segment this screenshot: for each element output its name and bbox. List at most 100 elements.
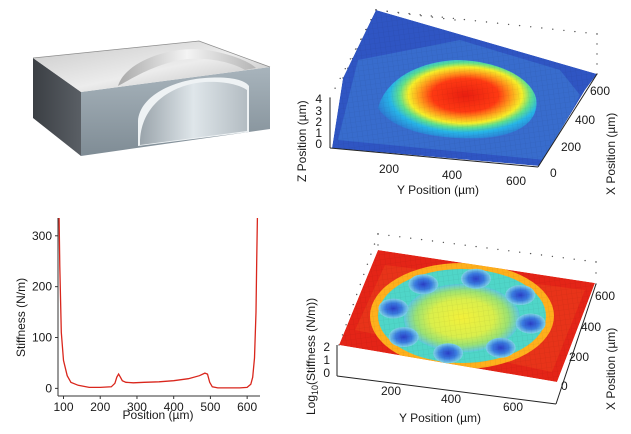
dome-surface-plot: 4 3 2 1 0 200 400 600 0 200 400 600 Y Po… [295,9,618,197]
stiffness-grid-dot [356,293,358,296]
stiffness-grid-dot [551,255,554,258]
line-x-tick-label: 400 [164,400,184,414]
stiffness-z-label-sub: 10 [310,385,320,395]
stiffness-grid-dot [431,240,434,242]
stiffness-grid-dot [370,253,372,255]
stiffness-grid-dot [363,273,365,276]
line-y-tick-label: 200 [32,280,52,294]
dome-grid-dot [541,27,543,29]
stiffness-surface-plot: 2 1 0 200 400 600 0 200 400 600 Y Positi… [304,233,618,425]
stiffness-grid-dot [348,314,351,316]
dome-y-axis-label: Y Position (µm) [397,183,479,197]
line-x-tick-label: 600 [237,400,257,414]
dome-grid-dot [496,22,499,24]
dome-grid-dot [334,87,336,89]
stiffness-grid-dot [573,258,575,260]
stiffness-z-tick: 2 [323,340,330,354]
stiffness-x-tick: 0 [561,379,568,393]
dome-grid-dot [518,24,521,27]
dome-grid-dot [344,68,346,70]
stiffness-x-tick: 400 [581,320,601,334]
dome-x-tick: 200 [561,140,581,154]
dome-grid-dot [485,21,488,23]
dome-grid-dot [574,30,576,33]
stiffness-x-axis [555,283,597,405]
stiffness-grid-dot [359,283,361,286]
arch-inner-surface [140,81,247,145]
stiffness-grid-dot [366,263,369,265]
stiffness-grid-dot [595,272,597,274]
line-y-tick-label: 100 [32,331,52,345]
dome-y-tick: 200 [379,162,399,176]
dome-grid-dot [354,48,357,50]
dome-y-tick: 600 [506,174,526,188]
dome-x-tick: 0 [550,166,557,180]
stiffness-grid-dot [410,237,412,239]
dome-grid-dot [474,20,477,22]
dome-grid-dot [452,17,455,20]
stiffness-grid-dot [562,257,564,259]
dome-grid-dot [419,14,421,16]
dome-grid-dot [596,43,598,45]
stiffness-y-axis-label: Y Position (µm) [399,411,481,425]
dome-grid-dot [409,13,411,15]
stiffness-y-axis [336,375,557,405]
dome-grid-dot [507,23,510,26]
stiffness-grid-dot [529,252,532,255]
dome-grid-dot [596,63,598,65]
line-x-axis-label: Position (µm) [123,408,194,422]
stiffness-z-tick: 0 [323,366,330,380]
dome-grid-dot [430,15,432,17]
stiffness-grid-dot [584,259,586,262]
dome-grid-dot [360,38,362,40]
line-x-tick-label: 300 [127,400,147,414]
dome-grid-dot [585,32,587,34]
stiffness-grid-dot [345,324,347,326]
stiffness-y-tick: 400 [441,392,461,406]
dome-x-tick: 600 [590,84,610,98]
dome-z-tick: 4 [315,92,322,106]
stiffness-z-tick: 1 [323,353,330,367]
stiffness-grid-dot [486,247,488,249]
stiffness-z-label-main: Log [304,395,318,415]
stiffness-series-line [58,217,259,389]
dome-z-axis-label: Z Position (µm) [295,100,309,182]
line-y-tick-label: 0 [45,381,52,395]
dome-z-tick: 2 [315,115,322,129]
schematic-block [32,40,271,156]
stiffness-grid-dot [420,238,423,241]
stiffness-grid-dot [453,243,455,245]
dome-grid-dot [463,18,466,21]
dome-x-axis [537,73,598,168]
stiffness-grid-dot [519,251,521,253]
block-left-face [33,58,81,156]
dome-grid-dot [563,29,565,32]
line-x-tick-label: 100 [53,400,73,414]
line-y-axis-label: Stiffness (N/m) [14,278,28,357]
stiffness-z-label-rest: (Stiffness (N/m)) [304,298,318,385]
dome-z-tick: 1 [315,126,322,140]
dome-grid-dot [530,26,532,28]
stiffness-grid-dot [341,334,344,336]
dome-grid-dot [420,15,422,17]
stiffness-grid-dot [442,241,445,244]
stiffness-grid-dot [464,244,466,246]
dome-grid-dot [596,53,598,55]
stiffness-grid-dot [388,234,390,237]
dome-bulge [118,49,256,86]
dome-x-tick: 400 [575,113,595,127]
dome-grid-dot [443,17,445,20]
dome-y-axis [329,147,539,168]
dome-grid-dot [441,16,443,18]
stiffness-grid-dot [399,236,401,238]
stiffness-grid-dot [497,248,499,251]
dome-y-tick: 400 [442,168,462,182]
dome-z-tick: 3 [315,104,322,118]
stiffness-grid-dot [373,243,376,245]
dome-grid-dot [454,19,456,21]
stiffness-grid-dot [377,244,379,246]
stiffness-grid-dot [352,303,354,306]
line-x-tick-label: 200 [90,400,110,414]
